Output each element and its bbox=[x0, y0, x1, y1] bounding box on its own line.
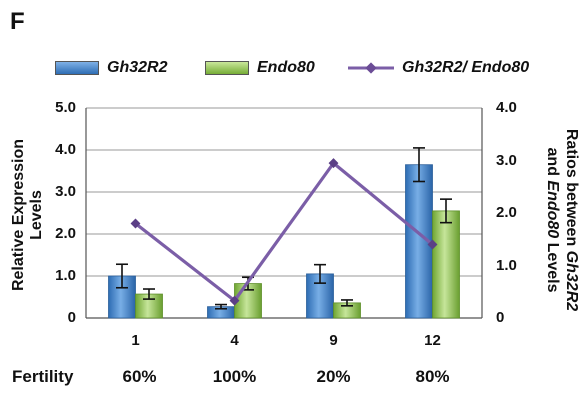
legend-item-endo80: Endo80 bbox=[205, 59, 315, 77]
x-tick-label: 9 bbox=[329, 332, 338, 349]
ratio-line bbox=[134, 161, 434, 303]
panel-label: F bbox=[10, 8, 25, 35]
ratio-point-12 bbox=[427, 239, 438, 250]
ratio-point-1 bbox=[130, 218, 141, 229]
legend-item-ratio: Gh32R2/ Endo80 bbox=[346, 59, 529, 77]
fertility-value: 80% bbox=[415, 367, 450, 386]
y2-axis-label-line1: Ratios between Gh32R2 bbox=[563, 128, 580, 312]
legend-item-gh32r2: Gh32R2 bbox=[55, 59, 167, 77]
y-axis-label: Relative Expression Levels bbox=[10, 138, 45, 292]
legend-label-endo80: Endo80 bbox=[257, 59, 315, 76]
y2-tick-label: 3.0 bbox=[496, 151, 517, 169]
y2-tick-label: 0 bbox=[496, 309, 505, 326]
y2-tick-label: 2.0 bbox=[496, 204, 517, 221]
y-tick-label: 4.0 bbox=[55, 141, 76, 158]
bar-endo80-12 bbox=[432, 210, 460, 319]
fertility-label: Fertility bbox=[12, 367, 74, 386]
y-tick-label: 0 bbox=[67, 309, 76, 326]
x-tick-label: 12 bbox=[424, 332, 441, 349]
fertility-value: 20% bbox=[316, 367, 351, 386]
y-tick-label: 5.0 bbox=[55, 99, 76, 116]
legend-swatch-endo80 bbox=[205, 61, 249, 75]
y2-tick-label: 1.0 bbox=[496, 256, 517, 274]
y-tick-label: 3.0 bbox=[55, 183, 76, 200]
x-tick-label: 1 bbox=[131, 332, 140, 349]
y2-axis-label-line2: and Endo80 Levels bbox=[544, 147, 561, 293]
fertility-value: 60% bbox=[122, 367, 157, 386]
x-tick-label: 4 bbox=[230, 332, 239, 349]
y-tick-label: 1.0 bbox=[55, 267, 76, 284]
legend-label-ratio: Gh32R2/ Endo80 bbox=[402, 59, 530, 76]
legend-swatch-ratio bbox=[348, 62, 394, 74]
fertility-value: 100% bbox=[212, 367, 257, 386]
y2-tick-label: 4.0 bbox=[496, 99, 517, 116]
y2-axis-label: Ratios between Gh32R2 and Endo80 Levels bbox=[543, 110, 581, 330]
legend-swatch-gh32r2 bbox=[55, 61, 99, 75]
ratio-point-4 bbox=[229, 295, 240, 306]
ratio-point-9 bbox=[328, 158, 339, 169]
legend-label-gh32r2: Gh32R2 bbox=[107, 59, 168, 76]
y-tick-label: 2.0 bbox=[55, 225, 76, 242]
